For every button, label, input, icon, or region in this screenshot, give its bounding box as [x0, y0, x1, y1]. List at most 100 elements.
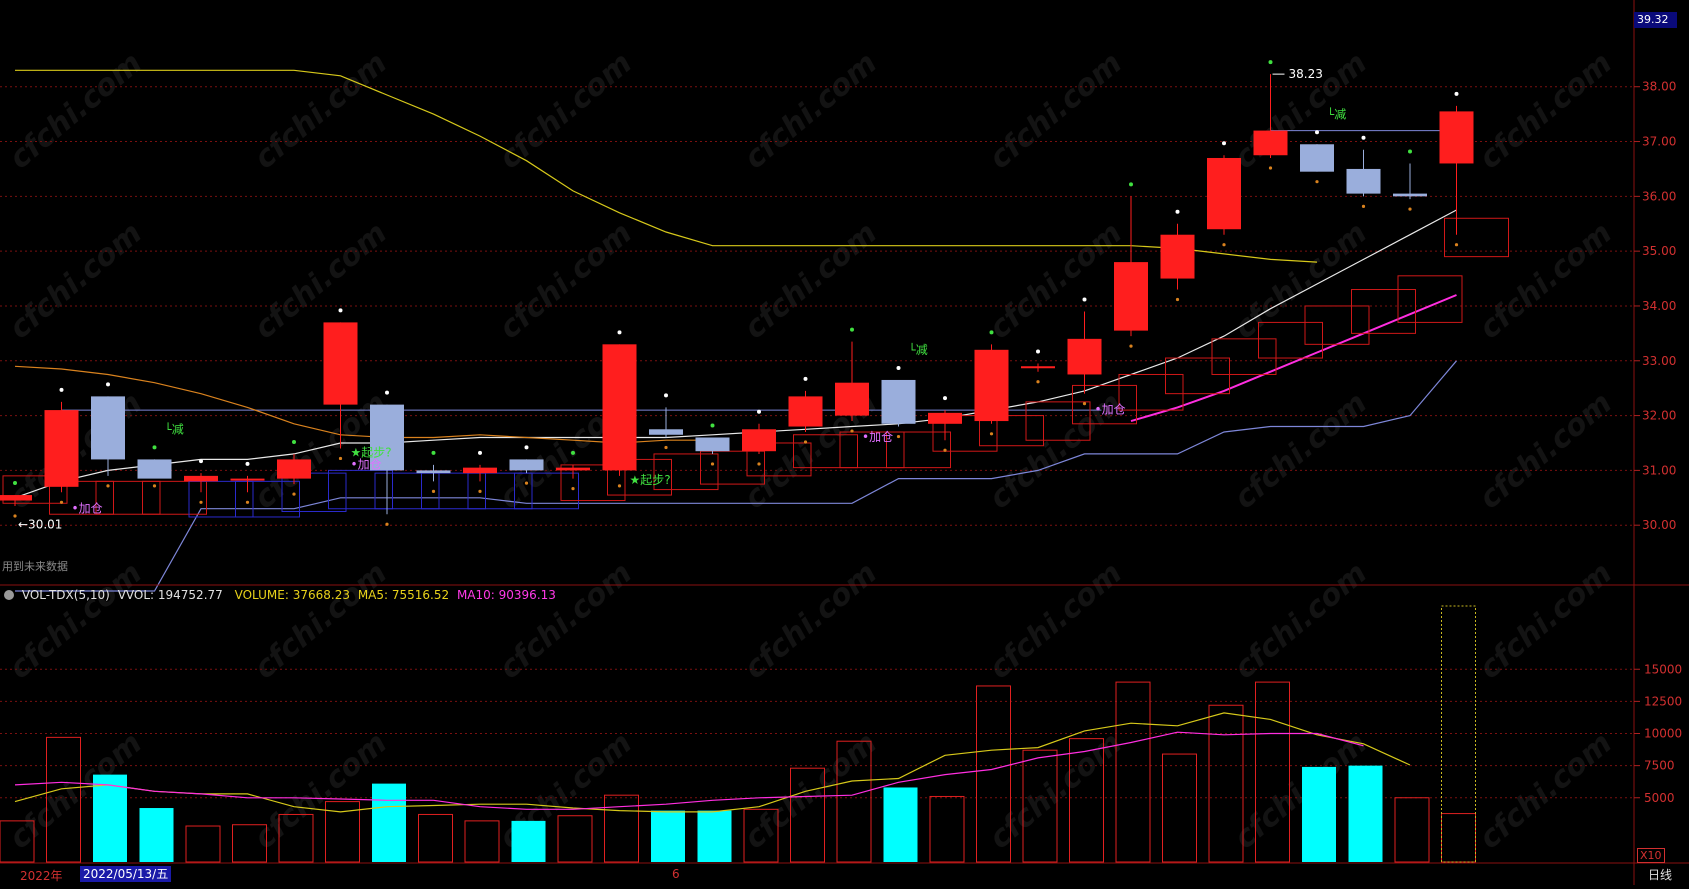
ma-line	[14, 209, 1457, 499]
candle-body	[742, 429, 776, 452]
candle-body	[928, 412, 962, 424]
watermark-text: cfchi.com	[248, 216, 394, 347]
signal-dot	[1222, 141, 1226, 146]
volume-tick-label: 7500	[1644, 759, 1675, 773]
watermark-text: cfchi.com	[3, 46, 149, 177]
future-candle	[839, 431, 905, 469]
signal-dot	[106, 382, 110, 387]
watermark-text: cfchi.com	[493, 46, 639, 177]
settings-icon[interactable]	[4, 590, 14, 600]
signal-label: •加仓	[72, 501, 103, 515]
candle-body	[788, 396, 823, 427]
low-price-label: ←30.01	[18, 518, 62, 532]
candle-body	[137, 459, 172, 479]
axis-top-value: 39.32	[1634, 12, 1677, 28]
volume-bar	[93, 774, 127, 862]
ma-line	[15, 360, 1457, 592]
indicator-volume: VOLUME: 37668.23	[234, 588, 350, 602]
candle-body	[230, 478, 265, 481]
signal-dot	[385, 522, 389, 526]
volume-bar	[604, 794, 639, 863]
signal-dot	[1408, 207, 1412, 211]
signal-dot	[1036, 349, 1040, 354]
candle-body	[1067, 338, 1102, 375]
candle-body	[1160, 234, 1195, 279]
watermark-text: cfchi.com	[738, 556, 884, 687]
signal-dot	[59, 387, 64, 392]
signal-dot	[617, 330, 622, 335]
signal-dot	[152, 484, 157, 488]
price-tick-label: 35.00	[1642, 244, 1676, 258]
volume-bar	[0, 820, 35, 863]
future-candle	[560, 464, 626, 502]
candle-body	[1253, 130, 1288, 156]
future-candle	[95, 480, 161, 515]
signal-dot	[850, 327, 854, 332]
signal-dot	[1222, 243, 1226, 247]
watermark-text: cfchi.com	[983, 556, 1129, 687]
signal-dot	[292, 439, 296, 444]
future-candle	[188, 480, 254, 518]
future-candle	[2, 475, 68, 504]
volume-bar	[790, 767, 825, 863]
candle-body	[1346, 168, 1381, 194]
future-candle	[700, 450, 765, 485]
volume-ma5-line	[14, 712, 1411, 813]
volume-bar	[278, 813, 314, 863]
price-tick-label: 34.00	[1642, 299, 1676, 313]
volume-bar	[557, 815, 593, 863]
signal-dot	[896, 365, 901, 370]
candle-body	[974, 349, 1009, 422]
candlesticks	[0, 74, 1474, 515]
signal-label: •加仓	[1095, 403, 1126, 417]
signal-dot	[1315, 130, 1319, 135]
price-tick-label: 31.00	[1642, 463, 1676, 477]
candle-body	[416, 470, 451, 474]
signal-dot	[431, 450, 436, 455]
watermark-text: cfchi.com	[1473, 216, 1619, 347]
volume-bar	[1394, 797, 1430, 863]
volume-bar	[929, 795, 965, 863]
future-candle	[467, 472, 533, 510]
volume-bar	[1115, 681, 1151, 863]
volume-bar	[372, 783, 406, 862]
candle-body	[1114, 262, 1148, 331]
volume-bar	[1162, 753, 1197, 863]
volume-ma10-line	[14, 731, 1364, 810]
watermark-text: cfchi.com	[248, 46, 394, 177]
signal-dot	[850, 429, 854, 433]
price-tick-label: 37.00	[1642, 135, 1676, 149]
signal-label: └减	[909, 342, 928, 357]
volume-tick-label: 15000	[1644, 662, 1682, 676]
watermark-text: cfchi.com	[3, 556, 149, 687]
future-candle	[1025, 401, 1091, 441]
signal-dot	[1454, 91, 1459, 96]
volume-bar	[232, 824, 267, 863]
signal-dot	[524, 481, 529, 485]
future-data-candles	[2, 217, 1509, 518]
signal-dot	[710, 423, 715, 428]
indicator-vvol: VVOL: 194752.77	[117, 588, 223, 602]
volume-bar	[1069, 738, 1104, 863]
signal-dot	[1175, 297, 1180, 302]
signal-dot	[199, 459, 203, 464]
signal-dot	[617, 484, 622, 488]
period-button[interactable]: 日线	[1648, 868, 1673, 882]
candle-body	[277, 459, 311, 479]
signal-dot	[59, 500, 64, 504]
candle-body	[835, 382, 869, 416]
future-data-note: 用到未来数据	[2, 560, 68, 573]
future-candle	[653, 453, 719, 491]
signal-dot	[803, 440, 808, 444]
indicator-name[interactable]: VOL-TDX(5,10)	[21, 588, 110, 602]
signal-dot	[664, 445, 668, 450]
signal-dot	[199, 500, 203, 504]
volume-multiplier: X10	[1637, 848, 1665, 863]
signal-dot	[757, 409, 761, 414]
future-candle	[1211, 338, 1277, 375]
candle-body	[323, 322, 358, 405]
date-axis: 2022年 2022/05/13/五 6	[0, 864, 1634, 885]
signal-label: └减	[1327, 106, 1346, 121]
